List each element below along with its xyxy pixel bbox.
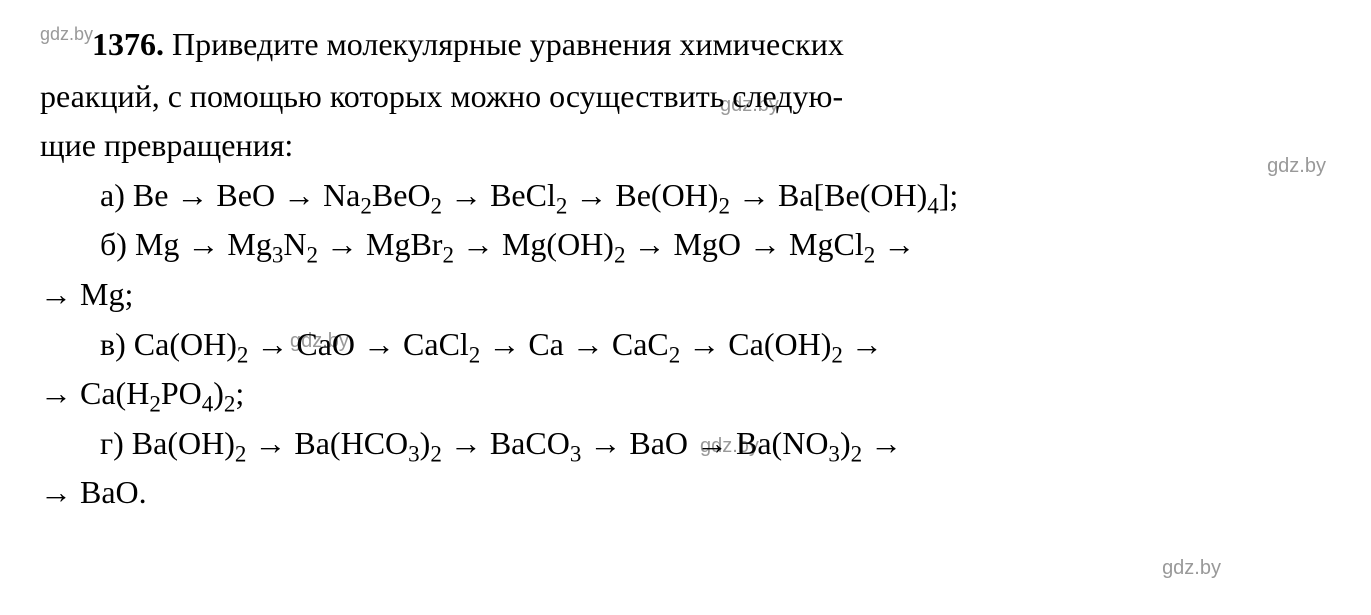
watermark-bottom: gdz.by — [1162, 557, 1221, 580]
item-g-chain-2: → BaO. — [40, 474, 147, 510]
item-a-chain: Be → BeO → Na2BeO2 → BeCl2 → Be(OH)2 → B… — [133, 177, 958, 213]
item-v-label: в) — [100, 326, 126, 362]
item-b: б) Mg → Mg3N2 → MgBr2 → Mg(OH)2 → MgO → … — [40, 220, 1331, 270]
item-g-label: г) — [100, 425, 124, 461]
intro-text-1: Приведите молекулярные уравнения химичес… — [172, 26, 844, 62]
item-b-chain-2: → Mg; — [40, 276, 133, 312]
item-g: г) Ba(OH)2 → Ba(HCO3)2 → BaCO3 → BaO → B… — [40, 419, 1331, 469]
problem-container: 1376. Приведите молекулярные уравнения х… — [40, 20, 1331, 518]
intro-text-3: щие превращения: — [40, 121, 1331, 171]
item-b-chain-1: Mg → Mg3N2 → MgBr2 → Mg(OH)2 → MgO → MgC… — [135, 226, 915, 262]
problem-intro: 1376. Приведите молекулярные уравнения х… — [40, 20, 1331, 70]
item-g-continuation: → BaO. — [40, 468, 1331, 518]
item-a: а) Be → BeO → Na2BeO2 → BeCl2 → Be(OH)2 … — [40, 171, 1331, 221]
item-b-label: б) — [100, 226, 127, 262]
intro-text-2: реакций, с помощью которых можно осущест… — [40, 72, 1331, 122]
item-v-continuation: → Ca(H2PO4)2; — [40, 369, 1331, 419]
item-v-chain-2: → Ca(H2PO4)2; — [40, 375, 244, 411]
item-a-label: а) — [100, 177, 125, 213]
item-v: в) Ca(OH)2 → CaO → CaCl2 → Ca → CaC2 → C… — [40, 320, 1331, 370]
problem-number: 1376. — [92, 26, 164, 62]
item-b-continuation: → Mg; — [40, 270, 1331, 320]
item-v-chain-1: Ca(OH)2 → CaO → CaCl2 → Ca → CaC2 → Ca(O… — [134, 326, 883, 362]
item-g-chain-1: Ba(OH)2 → Ba(HCO3)2 → BaCO3 → BaO → Ba(N… — [132, 425, 902, 461]
